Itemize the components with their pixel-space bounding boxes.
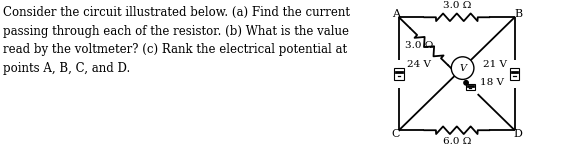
Text: B: B (514, 9, 522, 19)
Text: C: C (392, 128, 400, 138)
Text: 24 V: 24 V (407, 60, 430, 69)
Bar (466, 84, 475, 90)
Text: D: D (513, 128, 522, 138)
Text: 6.0 Ω: 6.0 Ω (443, 137, 471, 146)
Circle shape (464, 81, 468, 85)
Bar (394, 68, 404, 80)
Text: A: A (392, 9, 399, 19)
Text: 3.0 Ω: 3.0 Ω (443, 1, 471, 10)
Bar (510, 68, 519, 80)
Circle shape (451, 57, 474, 79)
Text: Consider the circuit illustrated below. (a) Find the current
passing through eac: Consider the circuit illustrated below. … (3, 6, 350, 75)
Text: 21 V: 21 V (483, 60, 507, 69)
Text: V: V (459, 64, 466, 73)
Text: 18 V: 18 V (480, 78, 504, 87)
Text: 3.0 Ω: 3.0 Ω (405, 41, 434, 50)
